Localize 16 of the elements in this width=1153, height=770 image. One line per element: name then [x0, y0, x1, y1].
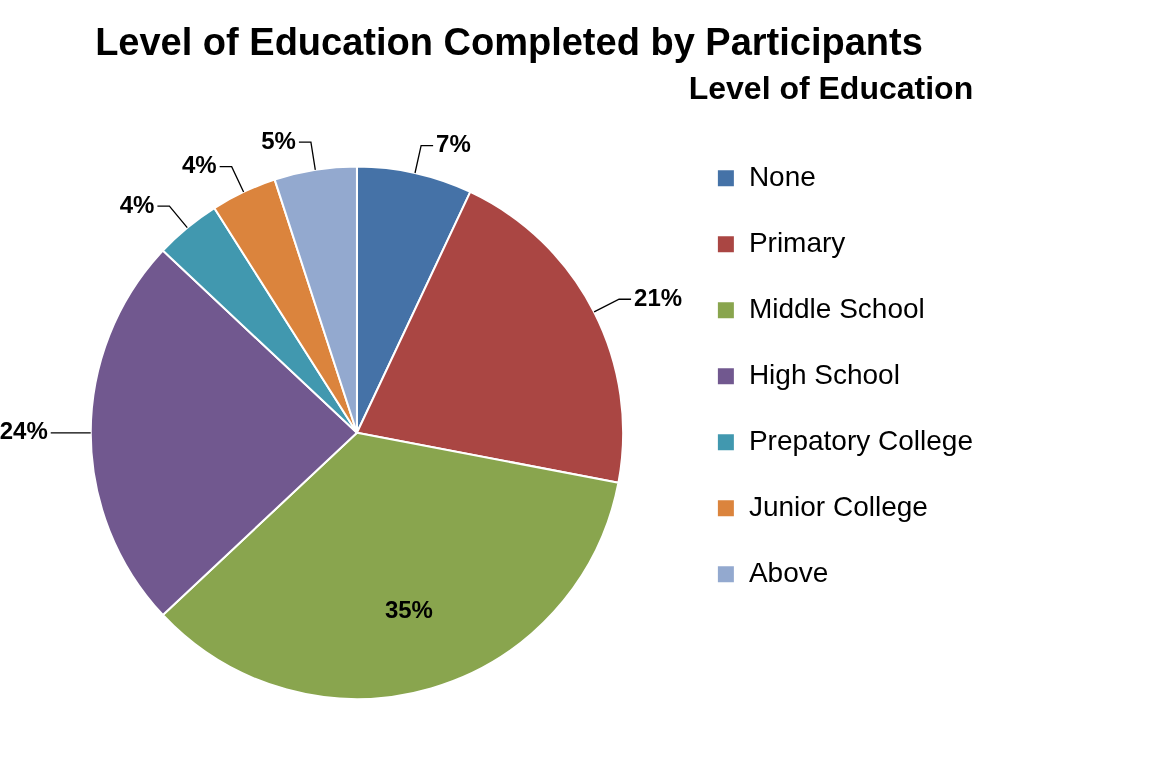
legend-label: Primary: [748, 226, 846, 258]
legend-label: Middle School: [748, 292, 925, 324]
chart-title: Level of Education Completed by Participants: [95, 21, 923, 64]
legend-label: Above: [748, 556, 829, 588]
legend-label: None: [748, 160, 816, 192]
legend-label: High School: [748, 358, 900, 390]
data-label: 4%: [119, 190, 155, 218]
legend-title: Level of Education: [688, 69, 974, 106]
data-label: 24%: [0, 417, 48, 445]
data-label: 21%: [634, 283, 683, 311]
legend-label: Junior College: [748, 490, 928, 522]
data-label: 4%: [181, 151, 217, 179]
data-label: 35%: [384, 596, 433, 624]
data-label: 7%: [436, 130, 471, 158]
legend-label: Prepatory College: [748, 424, 973, 456]
data-label: 5%: [261, 126, 296, 154]
